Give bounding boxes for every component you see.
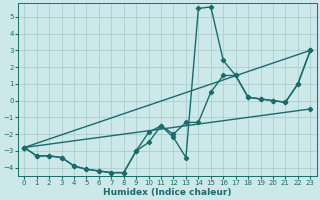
X-axis label: Humidex (Indice chaleur): Humidex (Indice chaleur) — [103, 188, 232, 197]
